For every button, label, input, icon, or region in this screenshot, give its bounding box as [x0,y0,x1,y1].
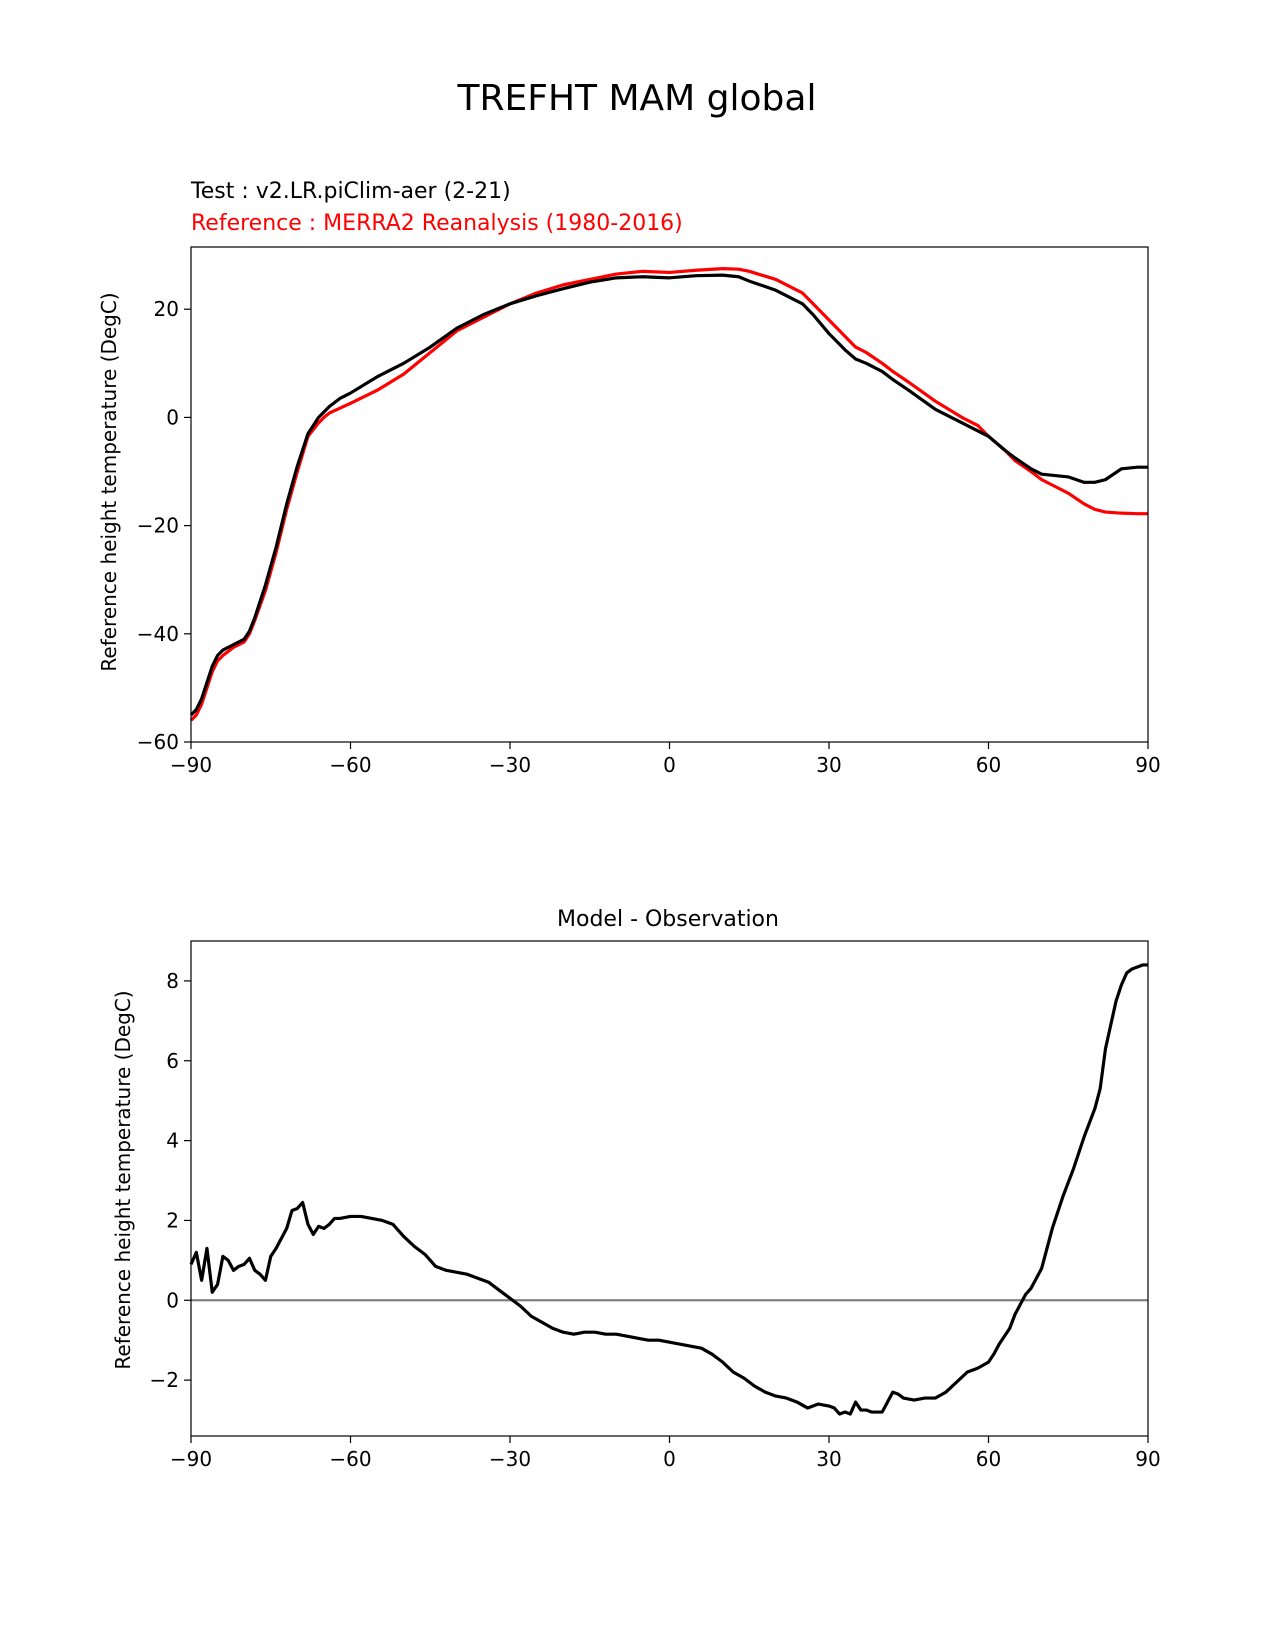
reference-label: Reference : MERRA2 Reanalysis (1980-2016… [191,211,683,236]
top-x-tick-label: −30 [489,753,531,777]
top-x-tick-label: 60 [976,753,1001,777]
test-label: Test : v2.LR.piClim-aer (2-21) [190,179,511,204]
figure-title: TREFHT MAM global [457,78,817,119]
bottom-x-tick-label: 0 [663,1447,676,1471]
bottom-x-tick-label: 30 [816,1447,841,1471]
bottom-x-tick-label: −90 [170,1447,212,1471]
top-panel: Test : v2.LR.piClim-aer (2-21) Reference… [97,179,1161,777]
top-y-tick-label: −20 [137,514,179,538]
bottom-ylabel: Reference height temperature (DegC) [111,990,135,1369]
top-series-line-1 [189,273,1148,717]
bottom-y-tick-label: 8 [166,969,179,993]
bottom-title: Model - Observation [557,907,779,932]
bottom-y-tick-label: −2 [150,1368,179,1392]
bottom-x-tick-label: −60 [329,1447,371,1471]
bottom-panel: Model - Observation Reference height tem… [111,907,1161,1471]
top-y-tick-label: −40 [137,622,179,646]
bottom-x-tick-label: 60 [976,1447,1001,1471]
top-x-tick-label: 30 [816,753,841,777]
bottom-axes: −90 −60 −30 0 30 60 90 −2 0 2 4 6 8 [150,940,1161,1471]
top-x-tick-label: 0 [663,753,676,777]
top-ylabel: Reference height temperature (DegC) [97,292,121,671]
top-series-lines [189,267,1148,722]
bottom-plot-frame [190,940,1149,1437]
top-x-tick-label: 90 [1135,753,1160,777]
top-y-tick-label: 20 [154,297,179,321]
bottom-y-tick-label: 0 [166,1288,179,1312]
bottom-y-tick-label: 4 [166,1129,179,1153]
top-series-line-0 [189,267,1148,722]
top-plot-frame [190,246,1149,743]
top-x-tick-label: −60 [329,753,371,777]
bottom-series-line-0 [189,963,1148,1416]
bottom-y-tick-label: 2 [166,1208,179,1232]
bottom-series-lines [189,963,1148,1416]
bottom-y-tick-label: 6 [166,1049,179,1073]
top-y-tick-label: −60 [137,730,179,754]
top-y-tick-label: 0 [166,405,179,429]
bottom-x-tick-label: −30 [489,1447,531,1471]
top-x-tick-label: −90 [170,753,212,777]
bottom-x-tick-label: 90 [1135,1447,1160,1471]
